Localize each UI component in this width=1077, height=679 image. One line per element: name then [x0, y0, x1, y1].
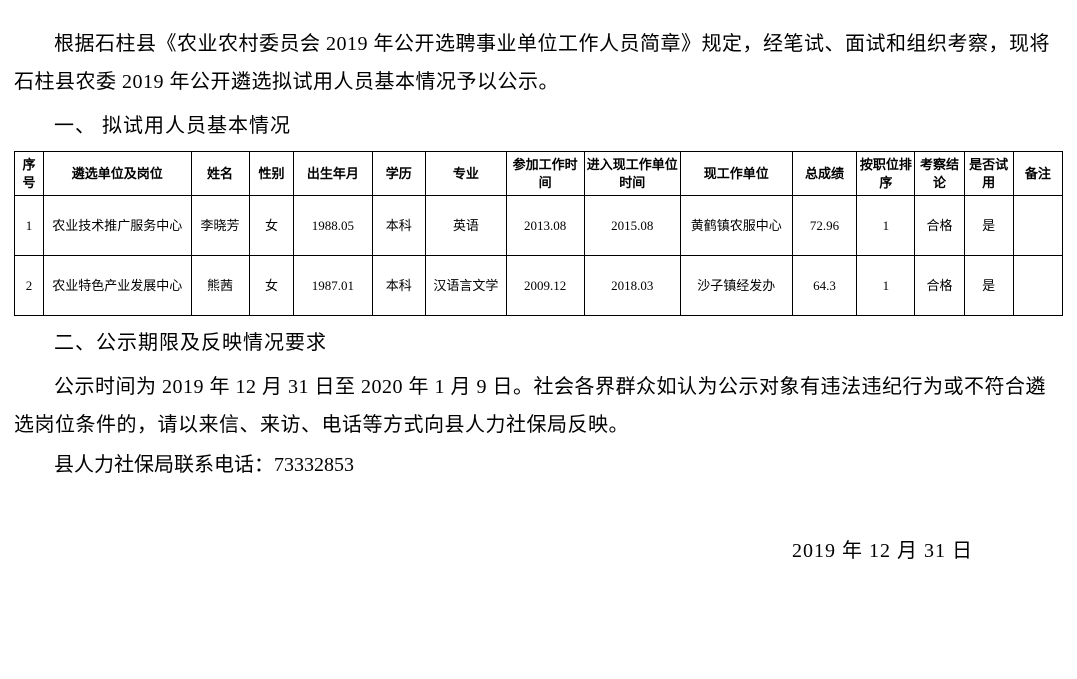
th-rank: 按职位排序 [857, 152, 915, 196]
table-header-row: 序号 遴选单位及岗位 姓名 性别 出生年月 学历 专业 参加工作时间 进入现工作… [15, 152, 1063, 196]
cell-name: 李晓芳 [191, 196, 249, 256]
section-2-heading: 二、公示期限及反映情况要求 [14, 324, 1063, 362]
cell-cur: 沙子镇经发办 [680, 256, 792, 316]
cell-rank: 1 [857, 256, 915, 316]
th-eval: 考察结论 [915, 152, 964, 196]
th-unit: 遴选单位及岗位 [44, 152, 191, 196]
notice-paragraph: 公示时间为 2019 年 12 月 31 日至 2020 年 1 月 9 日。社… [14, 368, 1063, 444]
section-1-heading: 一、 拟试用人员基本情况 [14, 107, 1063, 145]
th-note: 备注 [1013, 152, 1062, 196]
cell-eval: 合格 [915, 196, 964, 256]
date-line: 2019 年 12 月 31 日 [14, 532, 1063, 570]
cell-enter: 2015.08 [584, 196, 680, 256]
th-enter: 进入现工作单位时间 [584, 152, 680, 196]
cell-note [1013, 196, 1062, 256]
th-use: 是否试用 [964, 152, 1013, 196]
cell-edu: 本科 [372, 196, 426, 256]
cell-use: 是 [964, 256, 1013, 316]
cell-use: 是 [964, 196, 1013, 256]
cell-major: 汉语言文学 [426, 256, 506, 316]
cell-sex: 女 [249, 256, 294, 316]
intro-paragraph: 根据石柱县《农业农村委员会 2019 年公开选聘事业单位工作人员简章》规定，经笔… [14, 25, 1063, 101]
cell-eval: 合格 [915, 256, 964, 316]
th-birth: 出生年月 [294, 152, 372, 196]
th-name: 姓名 [191, 152, 249, 196]
th-work: 参加工作时间 [506, 152, 584, 196]
cell-score: 64.3 [792, 256, 857, 316]
cell-seq: 1 [15, 196, 44, 256]
cell-edu: 本科 [372, 256, 426, 316]
th-score: 总成绩 [792, 152, 857, 196]
cell-seq: 2 [15, 256, 44, 316]
cell-work: 2013.08 [506, 196, 584, 256]
contact-line: 县人力社保局联系电话：73332853 [14, 446, 1063, 484]
cell-name: 熊茜 [191, 256, 249, 316]
th-edu: 学历 [372, 152, 426, 196]
cell-birth: 1987.01 [294, 256, 372, 316]
cell-unit: 农业技术推广服务中心 [44, 196, 191, 256]
cell-score: 72.96 [792, 196, 857, 256]
table-row: 1 农业技术推广服务中心 李晓芳 女 1988.05 本科 英语 2013.08… [15, 196, 1063, 256]
cell-major: 英语 [426, 196, 506, 256]
cell-enter: 2018.03 [584, 256, 680, 316]
personnel-table: 序号 遴选单位及岗位 姓名 性别 出生年月 学历 专业 参加工作时间 进入现工作… [14, 151, 1063, 316]
th-cur: 现工作单位 [680, 152, 792, 196]
cell-note [1013, 256, 1062, 316]
th-seq: 序号 [15, 152, 44, 196]
th-sex: 性别 [249, 152, 294, 196]
cell-birth: 1988.05 [294, 196, 372, 256]
cell-cur: 黄鹤镇农服中心 [680, 196, 792, 256]
cell-work: 2009.12 [506, 256, 584, 316]
th-major: 专业 [426, 152, 506, 196]
cell-sex: 女 [249, 196, 294, 256]
cell-rank: 1 [857, 196, 915, 256]
cell-unit: 农业特色产业发展中心 [44, 256, 191, 316]
table-row: 2 农业特色产业发展中心 熊茜 女 1987.01 本科 汉语言文学 2009.… [15, 256, 1063, 316]
